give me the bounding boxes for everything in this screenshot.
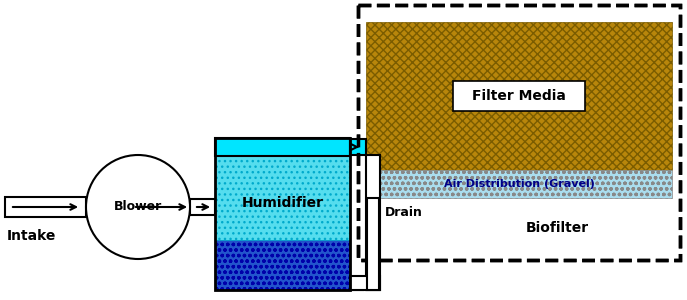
FancyBboxPatch shape [453,81,585,111]
Text: Filter Media: Filter Media [472,89,566,103]
Text: Intake: Intake [7,229,56,243]
Text: Drain: Drain [385,206,423,220]
Bar [5,197,86,217]
Text: Biofilter: Biofilter [526,221,589,235]
Bar [358,5,680,260]
Bar [215,138,350,156]
Text: Blower: Blower [114,200,162,214]
Bar [190,199,215,215]
Bar [215,156,350,240]
Bar [350,276,380,290]
Text: Air Distribution (Gravel): Air Distribution (Gravel) [444,179,594,189]
Bar [367,198,379,290]
Bar [350,139,366,155]
Bar [366,22,672,170]
Bar [358,5,680,260]
Bar [366,170,672,198]
Bar [366,155,380,290]
Bar [215,138,350,290]
Text: Humidifier: Humidifier [242,196,324,210]
Bar [215,240,350,290]
Circle shape [86,155,190,259]
